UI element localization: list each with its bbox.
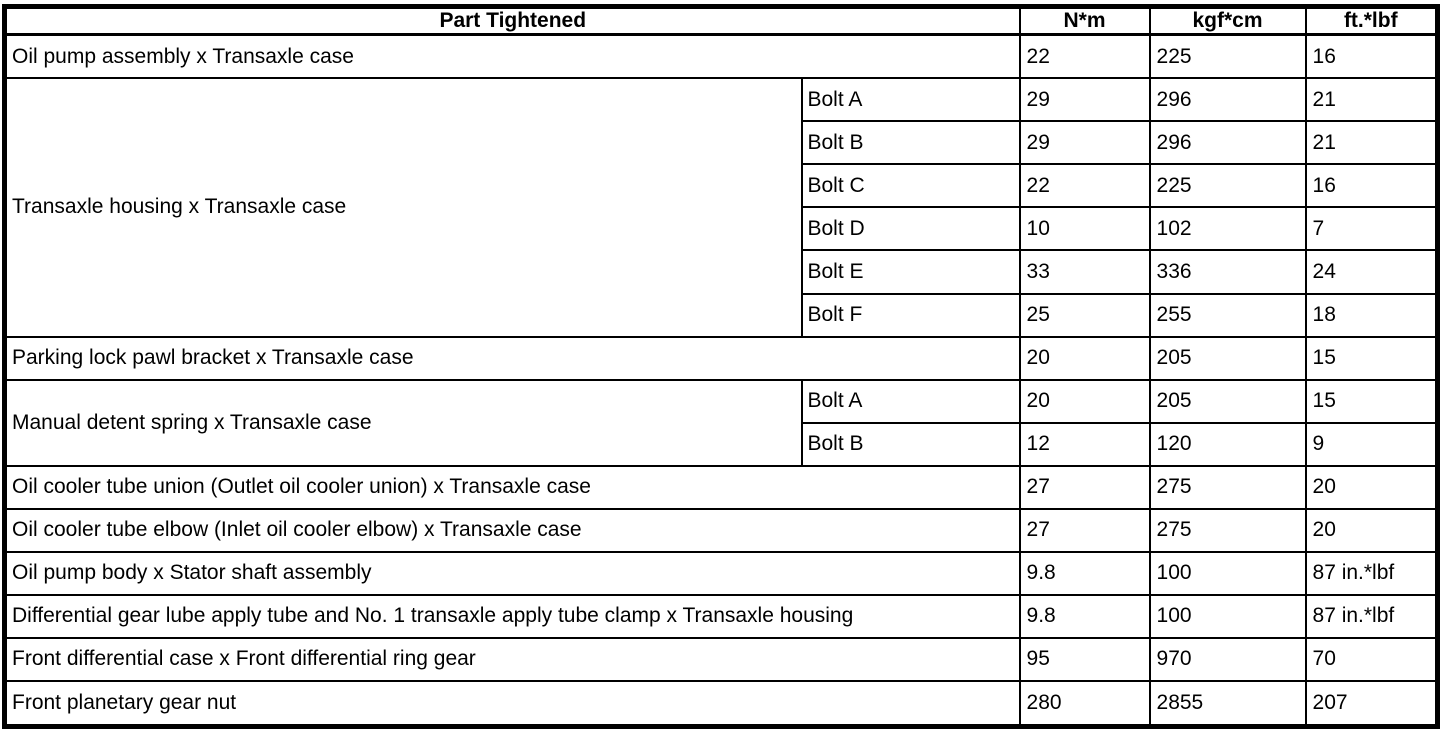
bolt-label-cell: Bolt A [800, 77, 1021, 123]
part-name-cell: Oil cooler tube union (Outlet oil cooler… [3, 464, 1021, 510]
bolt-label-cell: Bolt E [800, 249, 1021, 295]
part-name-cell: Parking lock pawl bracket x Transaxle ca… [3, 335, 1021, 381]
table-row: Front differential case x Front differen… [3, 636, 1439, 682]
kgfcm-value-cell: 205 [1148, 378, 1307, 424]
table-row: Bolt B 12 120 9 [5, 421, 1439, 467]
part-name-cell: Transaxle housing x Transaxle case [3, 77, 803, 338]
part-name-cell: Manual detent spring x Transaxle case [3, 378, 803, 467]
table-row: Bolt D 10 102 7 [5, 206, 1439, 252]
ftlbf-value-cell: 87 in.*lbf [1304, 550, 1439, 596]
nm-value-cell: 29 [1018, 120, 1151, 166]
ftlbf-value-cell: 24 [1304, 249, 1439, 295]
nm-value-cell: 25 [1018, 292, 1151, 338]
part-name-cell: Oil pump body x Stator shaft assembly [3, 550, 1021, 596]
nm-value-cell: 22 [1018, 33, 1151, 80]
bolt-label-cell: Bolt B [800, 421, 1021, 467]
kgfcm-value-cell: 275 [1148, 507, 1307, 553]
kgfcm-value-cell: 275 [1148, 464, 1307, 510]
ftlbf-value-cell: 70 [1304, 636, 1439, 682]
ftlbf-value-cell: 15 [1304, 378, 1439, 424]
ftlbf-value-cell: 21 [1304, 120, 1439, 166]
kgfcm-value-cell: 970 [1148, 636, 1307, 682]
table-row: Manual detent spring x Transaxle case Bo… [3, 378, 1439, 467]
kgfcm-value-cell: 225 [1148, 163, 1307, 209]
table-row: Transaxle housing x Transaxle case Bolt … [3, 77, 1439, 338]
table-row: Bolt F 25 255 18 [5, 292, 1439, 338]
bolt-label-cell: Bolt D [800, 206, 1021, 252]
nm-value-cell: 10 [1018, 206, 1151, 252]
ftlbf-value-cell: 7 [1304, 206, 1439, 252]
ftlbf-value-cell: 21 [1304, 77, 1439, 123]
table-row: Oil pump body x Stator shaft assembly 9.… [3, 550, 1439, 596]
table-row: Differential gear lube apply tube and No… [3, 593, 1439, 639]
nm-value-cell: 20 [1018, 335, 1151, 381]
nm-value-cell: 95 [1018, 636, 1151, 682]
nm-value-cell: 33 [1018, 249, 1151, 295]
nm-value-cell: 22 [1018, 163, 1151, 209]
bolt-label-cell: Bolt A [800, 378, 1021, 424]
column-header-nm: N*m [1018, 5, 1151, 36]
part-name-cell: Oil cooler tube elbow (Inlet oil cooler … [3, 507, 1021, 553]
kgfcm-value-cell: 100 [1148, 550, 1307, 596]
kgfcm-value-cell: 225 [1148, 33, 1307, 80]
kgfcm-value-cell: 255 [1148, 292, 1307, 338]
part-name-cell: Differential gear lube apply tube and No… [3, 593, 1021, 639]
table-row: Parking lock pawl bracket x Transaxle ca… [3, 335, 1439, 381]
nm-value-cell: 280 [1018, 679, 1151, 728]
nm-value-cell: 20 [1018, 378, 1151, 424]
part-name-cell: Front differential case x Front differen… [3, 636, 1021, 682]
column-header-ftlbf: ft.*lbf [1304, 5, 1439, 36]
table-header-row: Part Tightened N*m kgf*cm ft.*lbf [3, 5, 1439, 36]
kgfcm-value-cell: 296 [1148, 120, 1307, 166]
part-name-cell: Oil pump assembly x Transaxle case [3, 33, 1021, 80]
ftlbf-value-cell: 207 [1304, 679, 1439, 728]
ftlbf-value-cell: 87 in.*lbf [1304, 593, 1439, 639]
kgfcm-value-cell: 336 [1148, 249, 1307, 295]
column-header-part-tightened: Part Tightened [3, 5, 1021, 36]
kgfcm-value-cell: 120 [1148, 421, 1307, 467]
bolt-label-cell: Bolt B [800, 120, 1021, 166]
bolt-label-cell: Bolt F [800, 292, 1021, 338]
nm-value-cell: 9.8 [1018, 593, 1151, 639]
ftlbf-value-cell: 9 [1304, 421, 1439, 467]
table-row: Oil cooler tube union (Outlet oil cooler… [3, 464, 1439, 510]
kgfcm-value-cell: 2855 [1148, 679, 1307, 728]
ftlbf-value-cell: 18 [1304, 292, 1439, 338]
table-row: Oil pump assembly x Transaxle case 22 22… [3, 33, 1439, 80]
kgfcm-value-cell: 100 [1148, 593, 1307, 639]
kgfcm-value-cell: 296 [1148, 77, 1307, 123]
nm-value-cell: 12 [1018, 421, 1151, 467]
ftlbf-value-cell: 20 [1304, 464, 1439, 510]
ftlbf-value-cell: 15 [1304, 335, 1439, 381]
table-row: Bolt C 22 225 16 [5, 163, 1439, 209]
table-row: Bolt E 33 336 24 [5, 249, 1439, 295]
table-row: Bolt B 29 296 21 [5, 120, 1439, 166]
bolt-label-cell: Bolt C [800, 163, 1021, 209]
ftlbf-value-cell: 16 [1304, 163, 1439, 209]
part-name-cell: Front planetary gear nut [3, 679, 1021, 728]
kgfcm-value-cell: 102 [1148, 206, 1307, 252]
ftlbf-value-cell: 16 [1304, 33, 1439, 80]
kgfcm-value-cell: 205 [1148, 335, 1307, 381]
table-row: Front planetary gear nut 280 2855 207 [3, 679, 1439, 728]
nm-value-cell: 27 [1018, 464, 1151, 510]
nm-value-cell: 27 [1018, 507, 1151, 553]
nm-value-cell: 9.8 [1018, 550, 1151, 596]
table-row: Oil cooler tube elbow (Inlet oil cooler … [3, 507, 1439, 553]
torque-spec-table: Part Tightened N*m kgf*cm ft.*lbf Oil pu… [2, 4, 1441, 729]
column-header-kgfcm: kgf*cm [1148, 5, 1307, 36]
nm-value-cell: 29 [1018, 77, 1151, 123]
ftlbf-value-cell: 20 [1304, 507, 1439, 553]
